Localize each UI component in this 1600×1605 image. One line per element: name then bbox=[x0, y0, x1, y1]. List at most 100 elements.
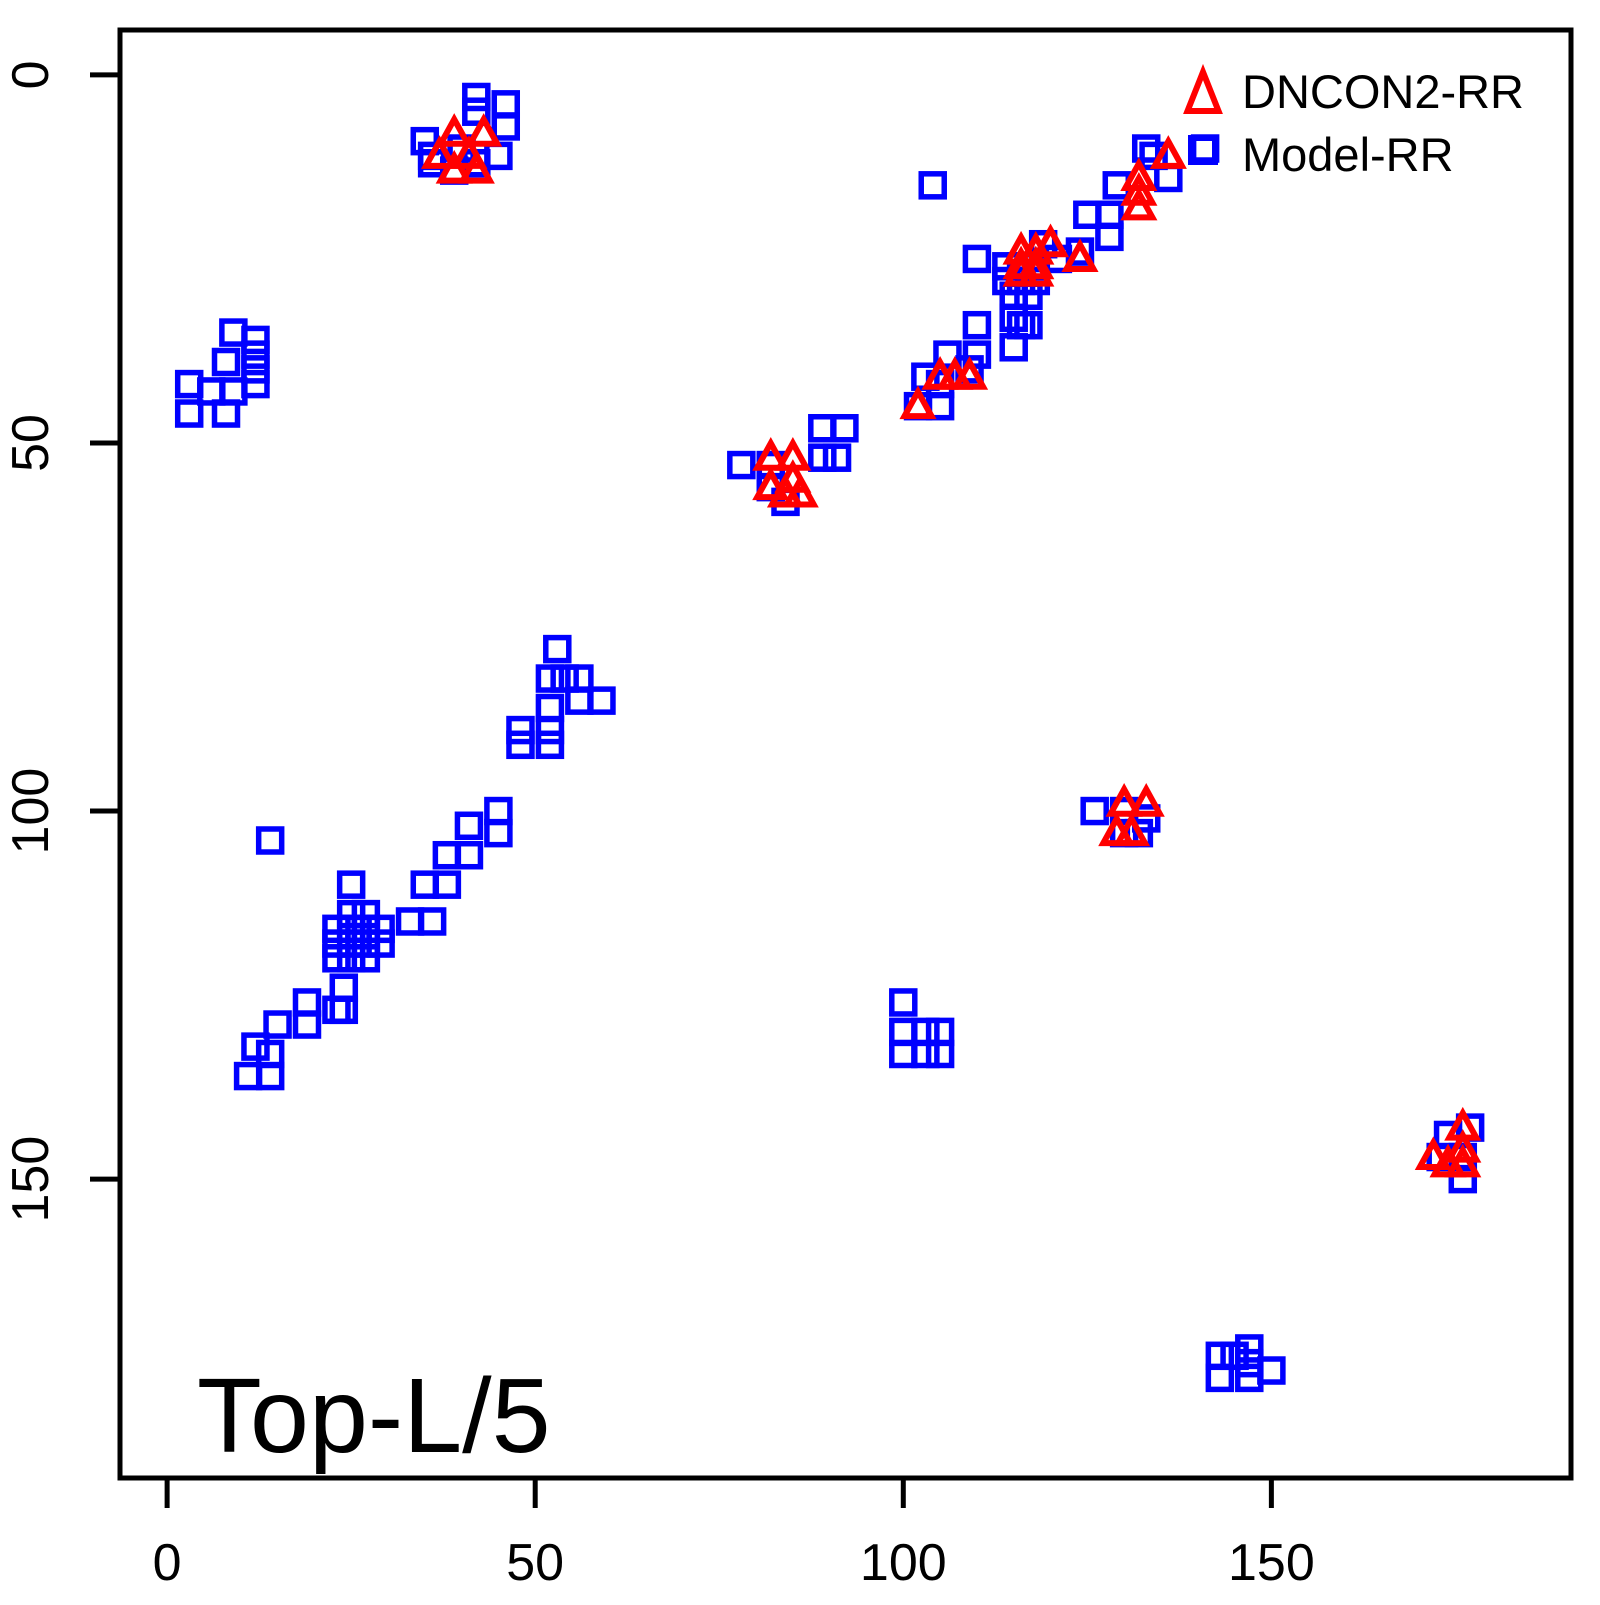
dncon2-rr-point bbox=[1017, 245, 1055, 280]
model-rr-point bbox=[1448, 1164, 1478, 1194]
model-rr-point bbox=[962, 310, 992, 340]
model-rr-point bbox=[263, 1010, 292, 1039]
model-rr-point bbox=[1095, 222, 1124, 252]
model-rr-point bbox=[241, 355, 270, 384]
dncon2-rr-point bbox=[1105, 782, 1143, 817]
model-rr-point bbox=[822, 443, 852, 472]
y-tick-label: 100 bbox=[2, 768, 60, 855]
legend-item-dncon2: DNCON2-RR bbox=[1183, 63, 1524, 118]
model-rr-point bbox=[550, 664, 579, 693]
model-rr-point bbox=[933, 340, 962, 369]
axes: 0 50 100 150 0 50 100 150 bbox=[2, 60, 1315, 1592]
legend-item-model: Model-RR bbox=[1188, 128, 1454, 181]
model-rr-point bbox=[1220, 1341, 1249, 1371]
model-rr-point bbox=[889, 988, 918, 1017]
x-tick-label: 50 bbox=[506, 1534, 564, 1592]
model-rr-point bbox=[462, 82, 491, 112]
legend-label-dncon2: DNCON2-RR bbox=[1242, 65, 1524, 118]
dncon2-rr-point bbox=[1444, 1128, 1482, 1163]
model-rr-point bbox=[336, 914, 366, 944]
x-tick-label: 0 bbox=[153, 1534, 182, 1592]
model-rr-point bbox=[830, 414, 859, 443]
model-rr-point bbox=[417, 907, 447, 936]
y-tick-label: 150 bbox=[2, 1136, 60, 1223]
legend-label-model: Model-RR bbox=[1242, 128, 1454, 181]
dncon2-rr-point bbox=[1444, 1143, 1482, 1178]
model-rr-point bbox=[336, 929, 366, 958]
model-rr-point bbox=[962, 244, 992, 274]
dncon2-rr-point bbox=[1120, 171, 1158, 206]
model-rr-point bbox=[241, 325, 270, 355]
x-tick-label: 150 bbox=[1228, 1534, 1315, 1592]
dncon2-rr-point bbox=[1414, 1136, 1452, 1171]
annotation-top-l5: Top-L/5 bbox=[197, 1357, 551, 1475]
model-rr-point bbox=[1080, 796, 1109, 826]
model-rr-point bbox=[1205, 1363, 1235, 1393]
dncon2-rr-point bbox=[1149, 135, 1187, 169]
model-rr-point bbox=[808, 443, 837, 472]
model-rr-point bbox=[506, 715, 535, 745]
dncon2-rr-point bbox=[899, 385, 937, 420]
dncon2-rr-point bbox=[435, 113, 473, 147]
model-rr-point bbox=[1014, 310, 1043, 340]
model-rr-point bbox=[241, 340, 270, 369]
dncon2-rr-point bbox=[1017, 252, 1055, 287]
square-icon bbox=[1188, 135, 1218, 165]
dncon2-rr-point bbox=[1120, 186, 1158, 221]
model-rr-point bbox=[587, 686, 616, 715]
model-rr-point bbox=[336, 899, 366, 929]
dncon2-rr-point bbox=[457, 149, 495, 184]
model-rr-point bbox=[329, 995, 359, 1025]
dncon2-rr-point bbox=[435, 149, 473, 184]
model-rr-point bbox=[535, 715, 565, 745]
model-rr-point bbox=[1235, 1363, 1264, 1393]
model-rr-point bbox=[351, 944, 381, 973]
model-rr-point bbox=[351, 929, 381, 958]
dncon2-rr-point bbox=[1112, 812, 1151, 847]
data-points bbox=[174, 82, 1485, 1393]
plot-border bbox=[117, 27, 1574, 1481]
model-rr-point bbox=[918, 171, 947, 200]
model-rr-point bbox=[925, 1039, 955, 1069]
model-rr-point bbox=[506, 730, 535, 760]
model-rr-point bbox=[322, 929, 351, 958]
model-rr-point bbox=[999, 303, 1028, 333]
model-rr-point bbox=[432, 840, 462, 870]
dncon2-rr-point bbox=[420, 135, 459, 169]
dncon2-rr-point bbox=[1061, 238, 1099, 272]
model-rr-point bbox=[366, 929, 395, 958]
model-rr-point bbox=[255, 1061, 285, 1091]
model-rr-point bbox=[535, 664, 565, 693]
model-rr-point bbox=[336, 870, 366, 899]
model-rr-point bbox=[255, 826, 285, 855]
model-rr-point bbox=[484, 818, 513, 848]
model-rr-point bbox=[543, 634, 572, 664]
model-rr-point bbox=[1131, 134, 1161, 163]
model-rr-point bbox=[727, 450, 756, 480]
model-rr-point bbox=[410, 870, 440, 899]
model-rr-point bbox=[174, 399, 204, 428]
model-rr-point bbox=[454, 811, 484, 841]
model-rr-point bbox=[336, 944, 366, 973]
model-rr-point bbox=[535, 730, 565, 760]
model-rr-point bbox=[351, 899, 381, 929]
dncon2-rr-point bbox=[752, 466, 790, 501]
dncon2-rr-point bbox=[781, 473, 819, 508]
model-rr-point bbox=[351, 914, 381, 944]
model-rr-point bbox=[211, 399, 241, 428]
model-rr-point bbox=[962, 340, 992, 369]
dncon2-rr-point bbox=[950, 356, 989, 390]
triangle-icon bbox=[1183, 63, 1223, 114]
y-tick-label: 0 bbox=[2, 60, 60, 89]
dncon2-rr-point bbox=[1127, 782, 1165, 817]
model-rr-point bbox=[911, 1039, 940, 1069]
model-rr-point bbox=[322, 944, 351, 973]
model-rr-point bbox=[322, 914, 351, 944]
model-rr-point bbox=[462, 97, 491, 126]
model-rr-point bbox=[241, 1032, 270, 1061]
dncon2-rr-point bbox=[1031, 223, 1070, 258]
legend: DNCON2-RR Model-RR bbox=[1183, 63, 1524, 181]
x-tick-label: 100 bbox=[860, 1534, 947, 1592]
